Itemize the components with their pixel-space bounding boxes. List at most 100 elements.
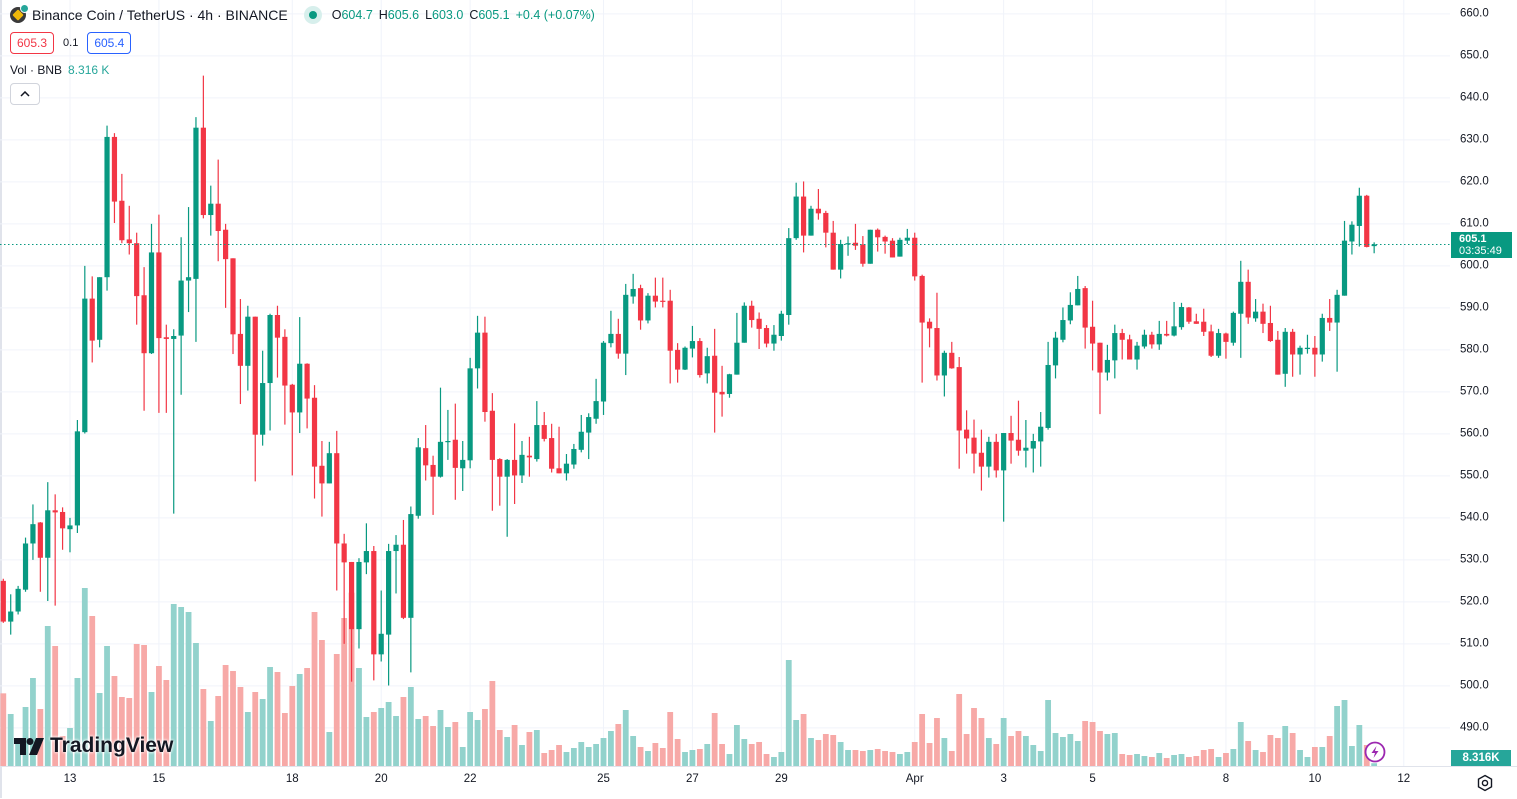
candle[interactable] <box>437 387 444 478</box>
time-axis[interactable]: 13 15 18 20 22 25 27 29 Apr 3 5 8 10 12 <box>0 766 1517 799</box>
candle[interactable] <box>534 401 540 462</box>
candle[interactable] <box>845 236 851 256</box>
buy-button[interactable]: 605.4 <box>87 32 132 54</box>
candle[interactable] <box>1223 332 1229 359</box>
candle[interactable] <box>1008 415 1014 464</box>
candle[interactable] <box>919 274 925 383</box>
candle[interactable] <box>1238 260 1244 358</box>
lightning-icon[interactable] <box>1364 741 1386 763</box>
candle[interactable] <box>726 373 733 398</box>
candle[interactable] <box>482 316 488 422</box>
candle[interactable] <box>1356 187 1362 247</box>
candle[interactable] <box>1178 302 1185 330</box>
settings-gear-icon[interactable] <box>1476 774 1494 792</box>
market-open-icon[interactable] <box>303 6 322 24</box>
candle[interactable] <box>37 522 43 592</box>
candle[interactable] <box>0 578 6 623</box>
candle[interactable] <box>430 455 436 515</box>
candle[interactable] <box>393 535 399 594</box>
candle[interactable] <box>941 350 947 397</box>
candle[interactable] <box>934 292 940 381</box>
candle[interactable] <box>1371 242 1377 254</box>
candle[interactable] <box>838 239 844 279</box>
candle[interactable] <box>1156 320 1162 350</box>
candle[interactable] <box>563 454 570 481</box>
candle[interactable] <box>267 313 273 431</box>
candle[interactable] <box>1119 328 1125 360</box>
candle[interactable] <box>97 277 103 348</box>
candle[interactable] <box>689 325 696 358</box>
candle[interactable] <box>1282 328 1288 387</box>
candle[interactable] <box>326 441 332 484</box>
candle[interactable] <box>1052 331 1059 379</box>
candle[interactable] <box>949 341 955 369</box>
candle[interactable] <box>1230 311 1236 346</box>
candle[interactable] <box>1341 220 1348 296</box>
candle[interactable] <box>800 181 807 253</box>
candle[interactable] <box>956 357 962 469</box>
candle[interactable] <box>852 223 859 250</box>
candle[interactable] <box>415 438 421 519</box>
candle[interactable] <box>371 546 377 681</box>
candle[interactable] <box>356 558 362 649</box>
price-axis[interactable]: 660.0 650.0 640.0 630.0 620.0 610.0 600.0 590.0… <box>1450 0 1517 766</box>
candle[interactable] <box>741 302 747 343</box>
candle[interactable] <box>45 482 51 602</box>
candle[interactable] <box>1275 330 1281 375</box>
candle[interactable] <box>1327 299 1333 331</box>
candle[interactable] <box>1082 286 1088 349</box>
candle[interactable] <box>386 543 392 686</box>
candle[interactable] <box>178 237 184 395</box>
candle[interactable] <box>704 347 710 384</box>
candle[interactable] <box>1186 307 1192 324</box>
candle[interactable] <box>630 273 636 304</box>
candle[interactable] <box>460 441 466 491</box>
candle[interactable] <box>623 283 629 376</box>
candle[interactable] <box>1075 275 1081 306</box>
candle[interactable] <box>1112 324 1118 379</box>
candle[interactable] <box>15 585 21 615</box>
symbol-title[interactable]: Binance Coin / TetherUS · 4h · BINANCE <box>32 7 288 23</box>
candle[interactable] <box>778 310 784 341</box>
candle[interactable] <box>712 328 718 433</box>
candle[interactable] <box>156 214 162 413</box>
candle[interactable] <box>889 238 896 258</box>
candle[interactable] <box>30 504 36 560</box>
candle[interactable] <box>786 228 792 325</box>
candle[interactable] <box>1297 345 1303 375</box>
candle[interactable] <box>1149 331 1155 349</box>
candle[interactable] <box>763 325 770 348</box>
candle[interactable] <box>223 223 229 308</box>
candle[interactable] <box>82 265 88 434</box>
candle[interactable] <box>1060 307 1066 343</box>
candle[interactable] <box>215 159 221 262</box>
candle[interactable] <box>571 443 577 469</box>
candle[interactable] <box>734 312 740 375</box>
candle[interactable] <box>719 365 725 417</box>
candle[interactable] <box>1304 334 1311 354</box>
candle[interactable] <box>593 378 599 424</box>
candle[interactable] <box>445 409 451 460</box>
candle[interactable] <box>1334 289 1340 372</box>
candle[interactable] <box>1245 269 1251 324</box>
candle[interactable] <box>52 494 58 606</box>
candle[interactable] <box>134 232 140 325</box>
candle[interactable] <box>586 413 592 460</box>
candle[interactable] <box>1364 194 1370 248</box>
collapse-legend-button[interactable] <box>10 83 40 105</box>
candle[interactable] <box>111 133 118 224</box>
candle[interactable] <box>22 537 29 592</box>
candle[interactable] <box>141 267 147 411</box>
candle[interactable] <box>341 533 347 644</box>
candle[interactable] <box>1164 320 1170 337</box>
candle[interactable] <box>556 426 562 474</box>
candle[interactable] <box>756 312 762 350</box>
candle[interactable] <box>823 210 829 248</box>
candle[interactable] <box>378 590 384 662</box>
candle[interactable] <box>971 419 977 474</box>
candle[interactable] <box>348 561 355 682</box>
candle[interactable] <box>1193 313 1199 324</box>
candle[interactable] <box>171 329 177 514</box>
candle[interactable] <box>304 363 310 429</box>
candle[interactable] <box>163 324 169 413</box>
